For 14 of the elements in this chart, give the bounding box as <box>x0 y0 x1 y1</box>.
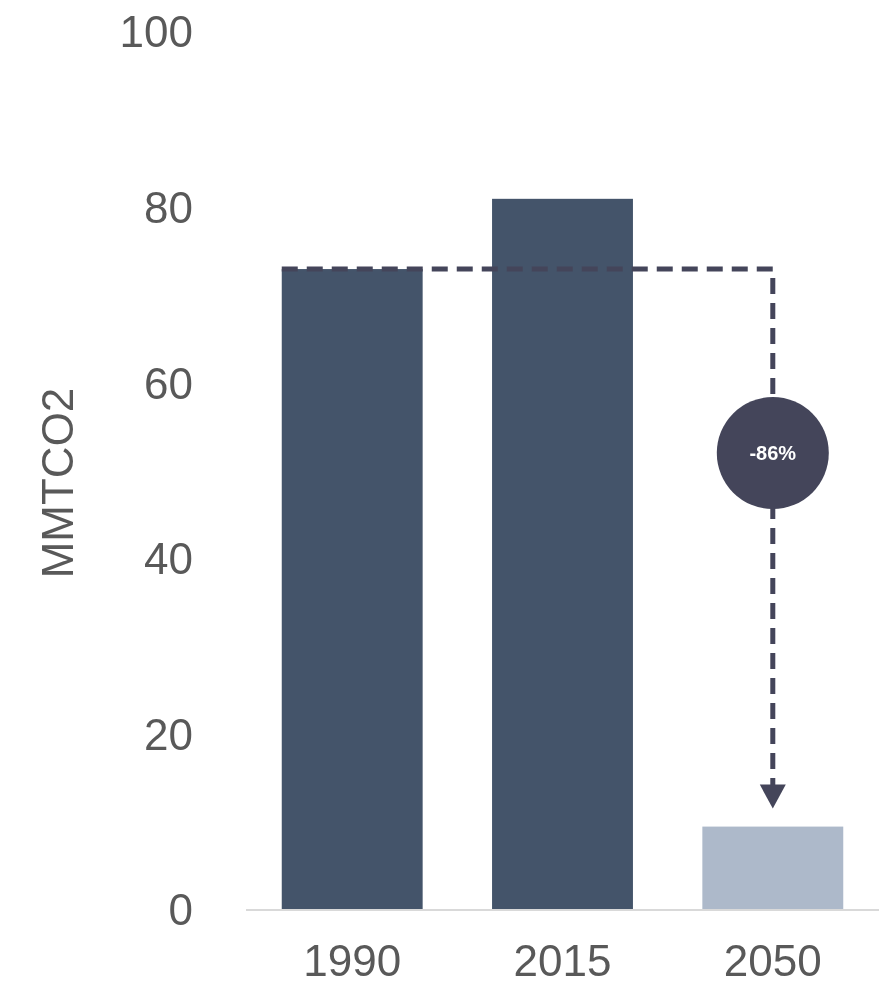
y-tick-label: 20 <box>144 709 193 759</box>
y-tick-label: 0 <box>168 885 193 935</box>
y-tick-label: 80 <box>144 183 193 232</box>
y-tick-label: 100 <box>119 7 193 57</box>
bar <box>281 269 423 910</box>
x-tick-label: 1990 <box>303 936 402 985</box>
x-tick-label: 2050 <box>723 936 822 985</box>
annotation: -86% <box>749 442 797 465</box>
y-tick-label: 60 <box>144 358 193 408</box>
x-tick-label: 2015 <box>513 936 612 985</box>
bar <box>492 198 633 910</box>
y-axis-title: MMTCO2 <box>33 387 82 579</box>
y-tick-label: 40 <box>144 534 193 584</box>
bar <box>702 826 844 910</box>
